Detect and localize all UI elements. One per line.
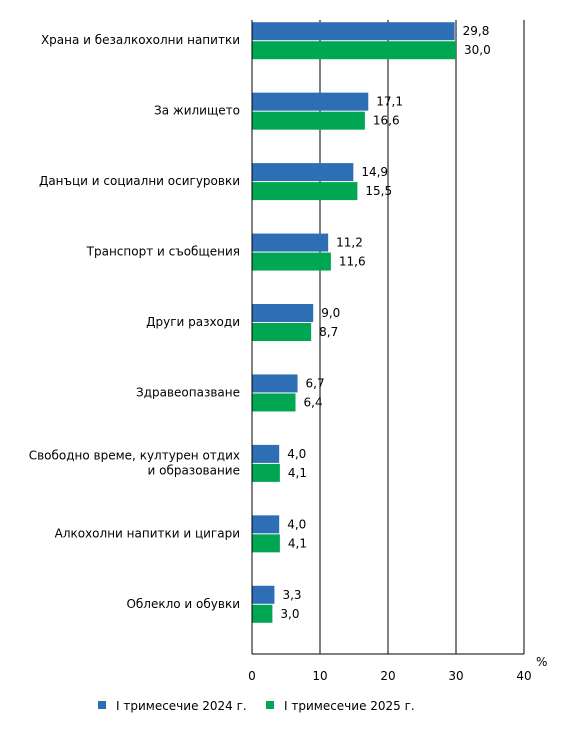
bar: [252, 463, 280, 482]
data-label: 4,1: [288, 466, 307, 480]
data-label: 4,1: [288, 536, 307, 550]
legend-entry: I тримесечие 2025 г.: [284, 699, 415, 713]
category-label: Други разходи: [146, 315, 240, 329]
data-label: 15,5: [365, 184, 392, 198]
bar: [252, 22, 455, 41]
data-label: 17,1: [376, 95, 403, 109]
x-tick-label: 0: [248, 669, 256, 683]
data-label: 11,6: [339, 255, 366, 269]
data-label: 11,2: [336, 236, 363, 250]
bar: [252, 515, 280, 534]
data-label: 9,0: [321, 306, 340, 320]
x-tick-label: 10: [312, 669, 327, 683]
data-label: 6,4: [304, 395, 323, 409]
data-label: 14,9: [361, 165, 388, 179]
bar: [252, 323, 312, 341]
category-label: Транспорт и съобщения: [86, 245, 240, 259]
data-label: 8,7: [319, 325, 338, 339]
x-tick-label: 20: [380, 669, 395, 683]
category-label: Свободно време, културен отдих и образова…: [29, 448, 240, 477]
category-label: Данъци и социални осигуровки: [39, 174, 240, 188]
gridlines: [319, 20, 525, 654]
category-label: Алкохолни напитки и цигари: [55, 526, 240, 540]
bar: [252, 374, 298, 393]
x-axis-unit-label: %: [536, 655, 547, 669]
category-label: Здравеопазване: [136, 385, 240, 399]
data-label: 30,0: [464, 43, 491, 57]
bar: [252, 534, 280, 553]
data-label: 4,0: [287, 447, 306, 461]
x-tick-label: 40: [516, 669, 531, 683]
legend-swatch: [98, 701, 106, 709]
category-labels: Храна и безалкохолни напитки За жилището Д…: [29, 33, 240, 611]
legend: I тримесечие 2024 г. I тримесечие 2025 г.: [98, 699, 415, 713]
x-axis: 0 10 20 30 40: [248, 20, 532, 683]
category-label: Облекло и обувки: [126, 597, 240, 611]
bar: [252, 233, 329, 252]
bar: [252, 393, 296, 412]
bars: 29,8 30,0 17,1 16,6 14,9 15,5 11,2 11,6 9,0 8,7 6,…: [252, 22, 491, 623]
bar: [252, 41, 456, 60]
bar: [252, 182, 358, 201]
bar: [252, 585, 275, 604]
category-label: За жилището: [154, 104, 240, 118]
bar: [252, 252, 331, 271]
data-label: 4,0: [287, 517, 306, 531]
data-label: 6,7: [306, 376, 325, 390]
bar: [252, 92, 369, 111]
legend-swatch: [266, 701, 274, 709]
legend-entry: I тримесечие 2024 г.: [116, 699, 247, 713]
category-label: Храна и безалкохолни напитки: [41, 33, 240, 47]
bar: [252, 304, 314, 322]
data-label: 29,8: [463, 24, 490, 38]
data-label: 3,3: [282, 588, 301, 602]
bar: [252, 444, 280, 463]
data-label: 3,0: [280, 607, 299, 621]
bar: [252, 111, 365, 130]
data-label: 16,6: [373, 114, 400, 128]
x-tick-label: 30: [448, 669, 463, 683]
bar: [252, 604, 273, 623]
bar: [252, 163, 354, 182]
